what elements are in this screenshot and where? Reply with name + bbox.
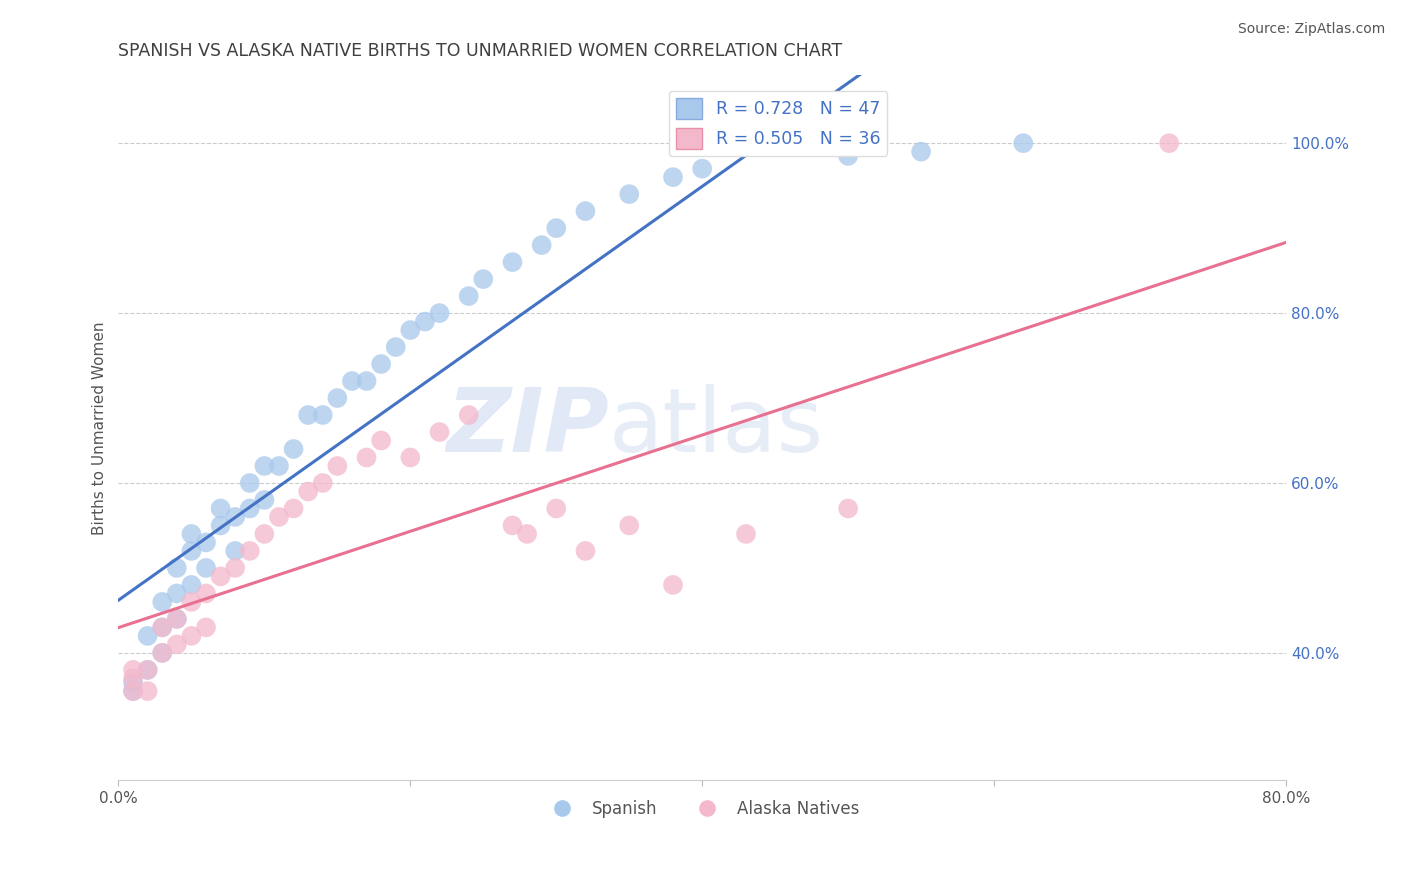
Alaska Natives	[457, 408, 479, 422]
Spanish	[136, 663, 159, 677]
Spanish	[910, 145, 932, 159]
Alaska Natives	[297, 484, 319, 499]
Spanish	[326, 391, 349, 405]
Alaska Natives	[546, 501, 568, 516]
Alaska Natives	[501, 518, 523, 533]
Spanish	[136, 629, 159, 643]
Spanish	[384, 340, 406, 354]
Alaska Natives	[136, 663, 159, 677]
Alaska Natives	[356, 450, 378, 465]
Spanish	[1012, 136, 1035, 150]
Alaska Natives	[195, 620, 218, 634]
Spanish	[662, 170, 685, 185]
Spanish	[253, 458, 276, 473]
Alaska Natives	[122, 684, 145, 698]
Spanish	[399, 323, 422, 337]
Spanish	[180, 544, 202, 558]
Alaska Natives	[136, 684, 159, 698]
Y-axis label: Births to Unmarried Women: Births to Unmarried Women	[93, 321, 107, 534]
Alaska Natives	[735, 527, 758, 541]
Spanish	[472, 272, 495, 286]
Alaska Natives	[224, 561, 246, 575]
Alaska Natives	[253, 527, 276, 541]
Spanish	[180, 527, 202, 541]
Alaska Natives	[180, 629, 202, 643]
Alaska Natives	[516, 527, 538, 541]
Alaska Natives	[283, 501, 305, 516]
Spanish	[150, 595, 173, 609]
Alaska Natives	[150, 646, 173, 660]
Spanish	[283, 442, 305, 456]
Spanish	[340, 374, 363, 388]
Spanish	[150, 646, 173, 660]
Spanish	[224, 544, 246, 558]
Spanish	[195, 535, 218, 549]
Alaska Natives	[370, 434, 392, 448]
Spanish	[530, 238, 553, 252]
Alaska Natives	[239, 544, 262, 558]
Alaska Natives	[574, 544, 596, 558]
Alaska Natives	[180, 595, 202, 609]
Alaska Natives	[209, 569, 232, 583]
Alaska Natives	[166, 612, 188, 626]
Alaska Natives	[122, 671, 145, 685]
Spanish	[166, 561, 188, 575]
Spanish	[690, 161, 713, 176]
Text: atlas: atlas	[609, 384, 824, 471]
Spanish	[501, 255, 523, 269]
Alaska Natives	[1159, 136, 1181, 150]
Spanish	[429, 306, 451, 320]
Alaska Natives	[312, 475, 335, 490]
Text: Source: ZipAtlas.com: Source: ZipAtlas.com	[1237, 22, 1385, 37]
Alaska Natives	[837, 501, 859, 516]
Spanish	[837, 149, 859, 163]
Spanish	[619, 187, 641, 202]
Alaska Natives	[150, 620, 173, 634]
Spanish	[253, 492, 276, 507]
Spanish	[574, 204, 596, 219]
Legend: Spanish, Alaska Natives: Spanish, Alaska Natives	[538, 794, 866, 825]
Spanish	[209, 501, 232, 516]
Spanish	[370, 357, 392, 371]
Text: ZIP: ZIP	[446, 384, 609, 471]
Spanish	[224, 510, 246, 524]
Alaska Natives	[619, 518, 641, 533]
Spanish	[166, 586, 188, 600]
Spanish	[413, 314, 436, 328]
Spanish	[267, 458, 290, 473]
Spanish	[239, 501, 262, 516]
Alaska Natives	[429, 425, 451, 439]
Spanish	[239, 475, 262, 490]
Spanish	[546, 221, 568, 235]
Alaska Natives	[122, 663, 145, 677]
Spanish	[356, 374, 378, 388]
Text: SPANISH VS ALASKA NATIVE BIRTHS TO UNMARRIED WOMEN CORRELATION CHART: SPANISH VS ALASKA NATIVE BIRTHS TO UNMAR…	[118, 42, 842, 60]
Spanish	[312, 408, 335, 422]
Spanish	[209, 518, 232, 533]
Spanish	[166, 612, 188, 626]
Alaska Natives	[399, 450, 422, 465]
Alaska Natives	[662, 578, 685, 592]
Spanish	[150, 620, 173, 634]
Alaska Natives	[326, 458, 349, 473]
Spanish	[457, 289, 479, 303]
Spanish	[297, 408, 319, 422]
Spanish	[122, 684, 145, 698]
Spanish	[180, 578, 202, 592]
Alaska Natives	[267, 510, 290, 524]
Spanish	[195, 561, 218, 575]
Alaska Natives	[195, 586, 218, 600]
Spanish	[122, 675, 145, 690]
Alaska Natives	[166, 637, 188, 651]
